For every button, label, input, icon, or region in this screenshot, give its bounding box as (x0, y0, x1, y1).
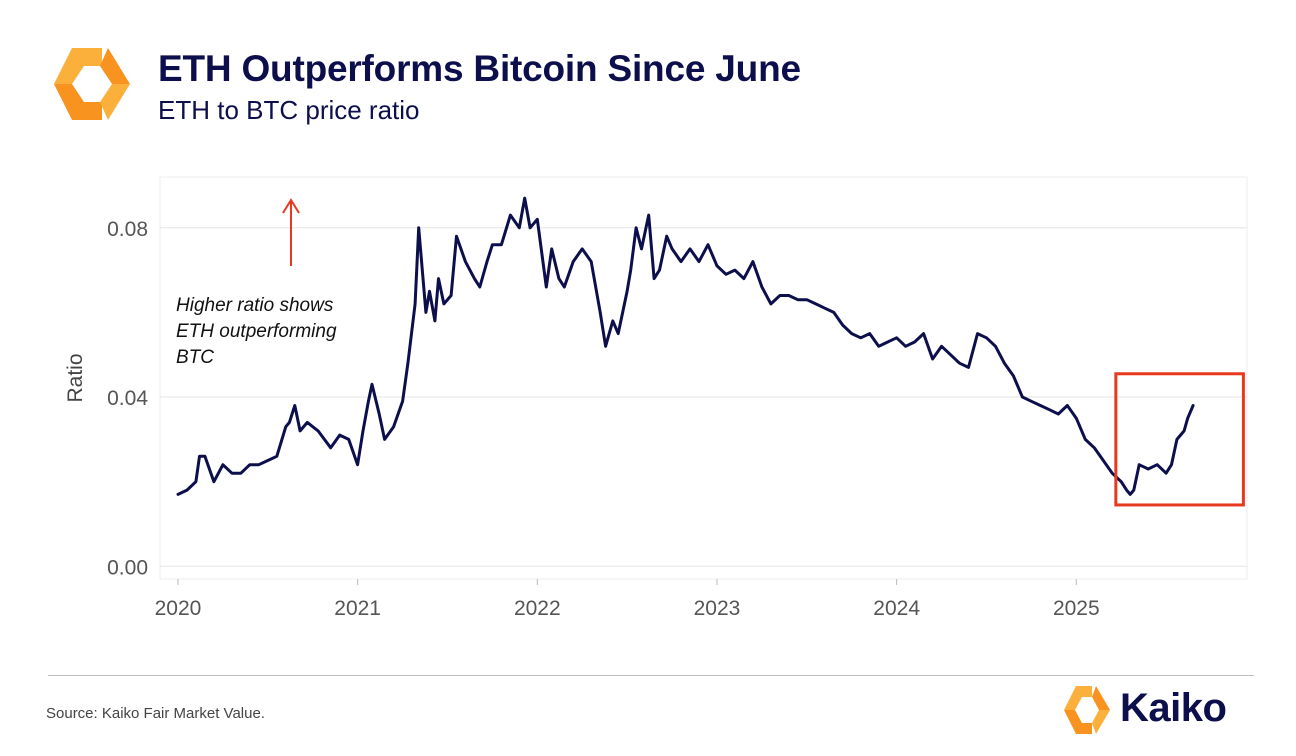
x-tick-label: 2021 (334, 597, 381, 620)
chart-subtitle: ETH to BTC price ratio (158, 95, 420, 125)
line-chart: 0.00 0.04 0.08 2020 2021 2022 2023 2024 2025 Rati… (64, 176, 1248, 620)
chart-title: ETH Outperforms Bitcoin Since June (158, 48, 801, 89)
x-tick-label: 2020 (155, 597, 202, 620)
x-tick-label: 2023 (694, 597, 741, 620)
kaiko-logo-icon (54, 48, 130, 120)
footer-divider (48, 675, 1254, 676)
source-note: Source: Kaiko Fair Market Value. (46, 705, 265, 722)
y-axis-label: Ratio (64, 353, 87, 402)
y-tick-label: 0.00 (107, 556, 148, 579)
brand-wordmark: Kaiko (1120, 686, 1227, 730)
highlight-box (1114, 372, 1245, 507)
y-tick-label: 0.04 (107, 387, 148, 410)
annotation-arrow-head (282, 198, 300, 214)
x-tick-label: 2024 (873, 597, 920, 620)
plot-frame (159, 176, 1248, 580)
annotation-line-3: BTC (176, 347, 214, 368)
y-tick-label: 0.08 (107, 218, 148, 241)
annotation-line-2: ETH outperforming (176, 321, 337, 342)
x-tick-label: 2025 (1053, 597, 1100, 620)
annotation-line-1: Higher ratio shows (176, 295, 334, 316)
series-line-eth-btc-ratio (176, 196, 1195, 496)
chart-annotation: Higher ratio shows ETH outperforming BTC (176, 293, 376, 371)
x-tick-label: 2022 (514, 597, 561, 620)
kaiko-brand-icon (1064, 686, 1110, 734)
